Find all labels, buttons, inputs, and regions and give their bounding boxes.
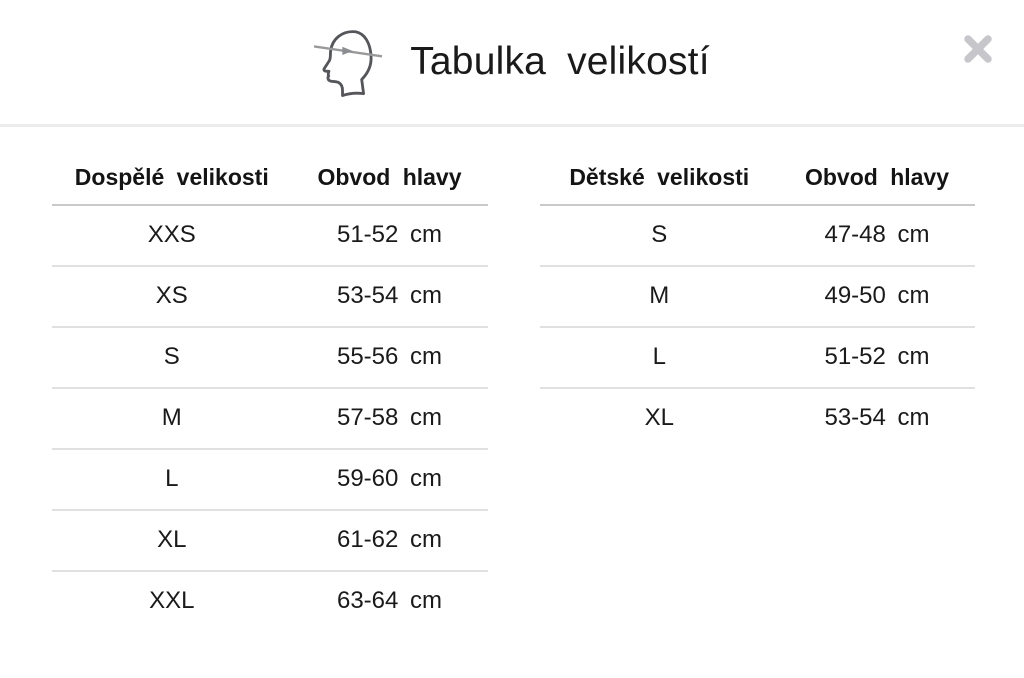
close-button[interactable] [958, 29, 998, 69]
circumference-cell: 51-52 cm [291, 205, 488, 267]
circumference-cell: 63-64 cm [336, 587, 443, 614]
table-row: S 55-56 cm [52, 327, 488, 389]
children-size-table: Dětské velikosti Obvod hlavy S 47-48 cm … [539, 158, 976, 448]
circumference-cell: 61-62 cm [291, 510, 488, 572]
size-cell: L [52, 449, 292, 511]
table-row: XS 53-54 cm [52, 266, 488, 328]
table-row: XXS 51-52 cm [52, 205, 488, 267]
circumference-cell: 47-48 cm [779, 205, 975, 267]
adult-table-header-row: Dospělé velikosti Obvod hlavy [52, 158, 488, 206]
size-cell: XL [644, 404, 674, 431]
close-icon [964, 35, 992, 63]
table-row: S 47-48 cm [539, 205, 975, 267]
table-row: L 51-52 cm [539, 327, 975, 389]
modal-header: Tabulka velikostí [0, 0, 1024, 127]
adult-size-column-header: Dospělé velikosti [52, 158, 292, 206]
size-cell: XS [52, 266, 292, 328]
children-table-header-row: Dětské velikosti Obvod hlavy [539, 158, 975, 206]
size-tables: Dospělé velikosti Obvod hlavy XXS 51-52 … [52, 158, 975, 631]
children-size-column-header: Dětské velikosti [539, 158, 780, 206]
circumference-cell: 57-58 cm [291, 388, 488, 450]
table-row: XXL 63-64 cm [52, 571, 488, 631]
table-row: XL 53-54 cm [540, 388, 976, 448]
adult-size-table: Dospělé velikosti Obvod hlavy XXS 51-52 … [52, 158, 488, 631]
table-row: XL 61-62 cm [52, 510, 488, 572]
size-cell: M [539, 266, 780, 328]
circumference-cell: 55-56 cm [291, 327, 488, 389]
children-circumference-column-header: Obvod hlavy [779, 158, 975, 206]
circumference-cell: 49-50 cm [779, 266, 975, 328]
modal-title: Tabulka velikostí [410, 40, 710, 83]
size-cell: XXL [149, 587, 195, 614]
size-cell: S [52, 327, 292, 389]
circumference-cell: 51-52 cm [779, 327, 975, 389]
circumference-cell: 53-54 cm [824, 404, 930, 431]
circumference-cell: 53-54 cm [291, 266, 488, 328]
size-cell: S [539, 205, 780, 267]
size-cell: L [539, 327, 780, 389]
head-measure-icon [314, 30, 383, 97]
size-cell: XL [52, 510, 292, 572]
table-row: M 57-58 cm [52, 388, 488, 450]
circumference-cell: 59-60 cm [291, 449, 488, 511]
size-cell: XXS [52, 205, 292, 267]
table-row: M 49-50 cm [539, 266, 975, 328]
adult-circumference-column-header: Obvod hlavy [291, 158, 488, 206]
size-cell: M [52, 388, 292, 450]
table-row: L 59-60 cm [52, 449, 488, 511]
